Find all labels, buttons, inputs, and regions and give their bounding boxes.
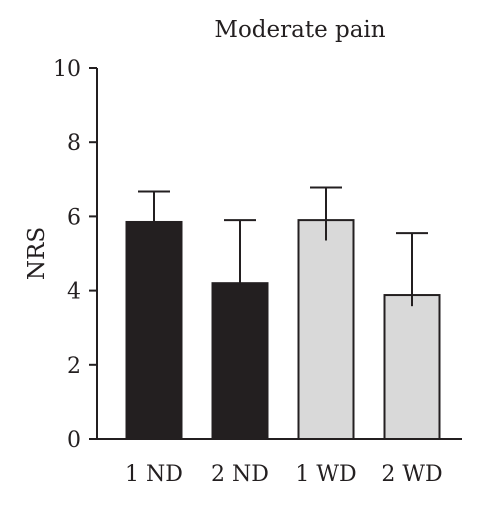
y-axis-label: NRS [24,227,50,280]
y-tick-label: 10 [53,57,81,82]
bar [383,294,441,440]
bar [211,282,269,440]
y-tick-label: 2 [67,354,81,379]
bar [125,220,183,440]
x-tick-label: 1 ND [125,462,183,487]
x-tick-label: 1 WD [295,462,356,487]
x-tick-label: 2 WD [381,462,442,487]
x-tick-label: 2 ND [211,462,269,487]
chart-title: Moderate pain [214,17,385,43]
plot-area: 0 2 4 6 8 10 1 ND 2 ND 1 WD 2 WD [53,57,462,487]
y-tick-label: 4 [67,280,81,305]
bar [297,219,355,440]
y-tick-label: 6 [67,205,81,230]
y-tick-label: 0 [67,428,81,453]
y-tick-label: 8 [67,131,81,156]
